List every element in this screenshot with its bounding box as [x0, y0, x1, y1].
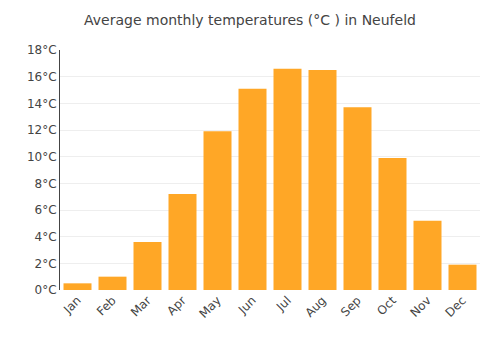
svg-text:Feb: Feb [94, 293, 119, 318]
svg-text:Nov: Nov [407, 293, 433, 319]
svg-text:10°C: 10°C [27, 150, 57, 164]
svg-text:12°C: 12°C [27, 123, 57, 137]
svg-text:18°C: 18°C [27, 43, 57, 57]
svg-text:Jan: Jan [60, 293, 84, 317]
svg-text:Average monthly temperatures (: Average monthly temperatures (°C ) in Ne… [84, 12, 416, 28]
svg-text:6°C: 6°C [35, 203, 57, 217]
svg-text:Sep: Sep [338, 293, 364, 319]
svg-text:16°C: 16°C [27, 70, 57, 84]
svg-text:Aug: Aug [302, 293, 328, 319]
svg-text:Mar: Mar [128, 293, 154, 319]
svg-text:8°C: 8°C [35, 177, 57, 191]
svg-text:0°C: 0°C [35, 283, 57, 297]
svg-text:2°C: 2°C [35, 257, 57, 271]
svg-text:Apr: Apr [164, 293, 189, 318]
svg-text:Dec: Dec [443, 293, 469, 319]
svg-text:Oct: Oct [374, 293, 399, 318]
svg-text:Jul: Jul [273, 293, 294, 314]
svg-text:Jun: Jun [235, 293, 259, 317]
svg-text:May: May [196, 293, 223, 320]
svg-text:14°C: 14°C [27, 97, 57, 111]
svg-text:4°C: 4°C [35, 230, 57, 244]
